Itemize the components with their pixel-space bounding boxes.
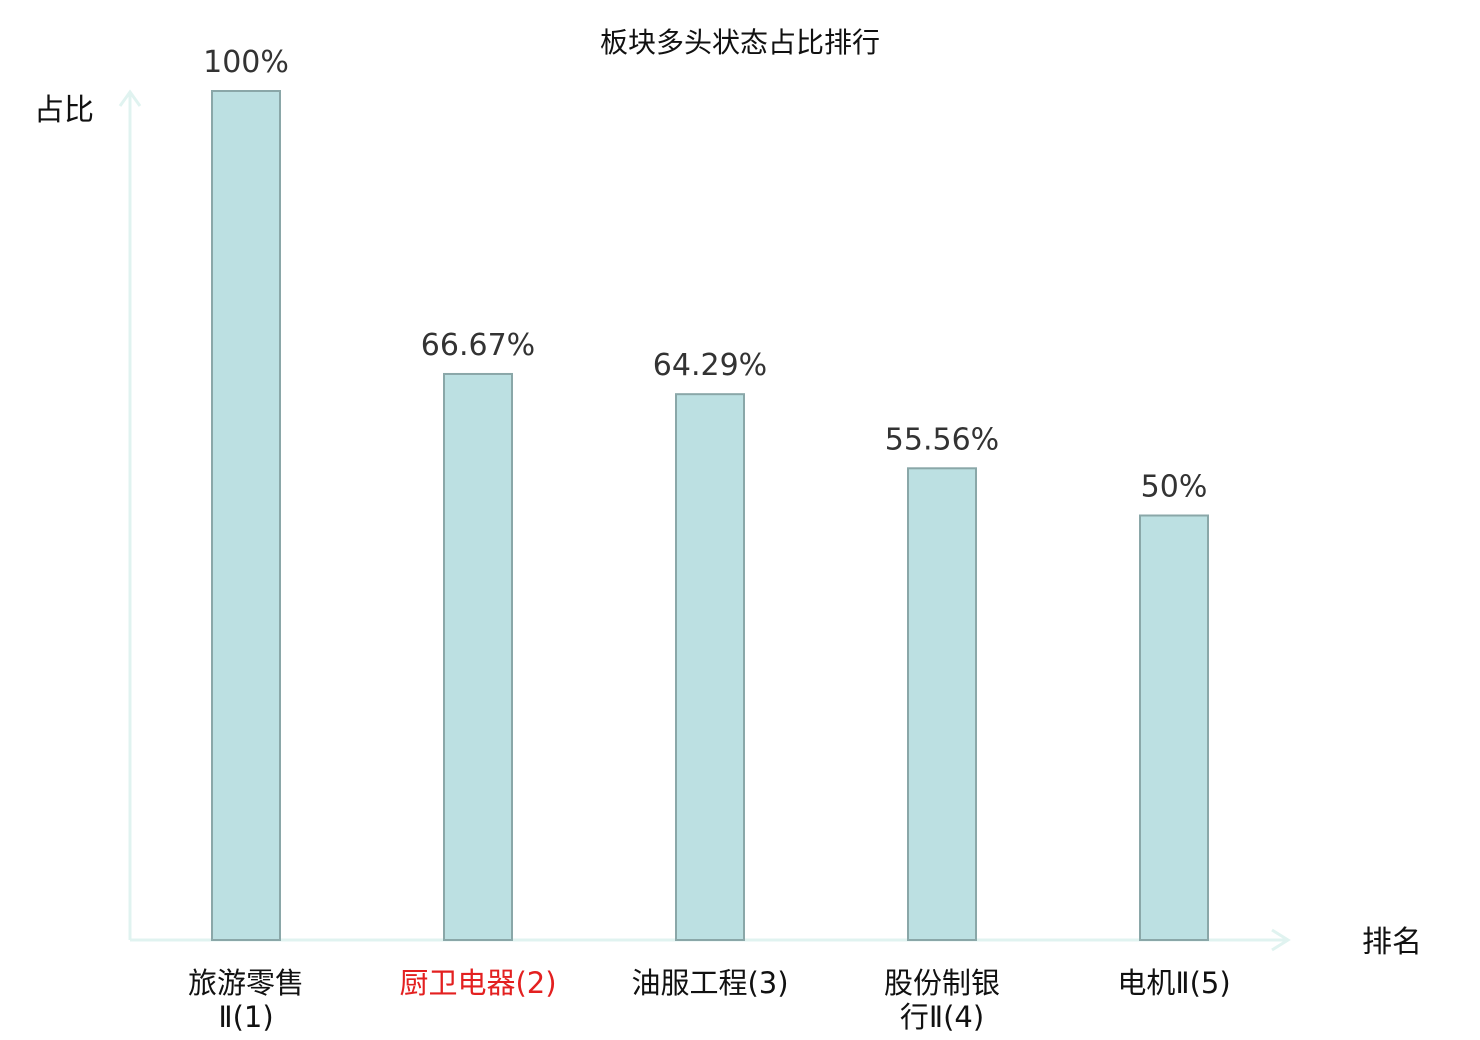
value-label-4: 55.56%	[885, 422, 999, 457]
bar-5	[1139, 514, 1209, 941]
y-axis-label: 占比	[34, 93, 94, 128]
bar-3	[675, 393, 745, 941]
category-labels-group: 旅游零售 Ⅱ(1) 厨卫电器(2) 油服工程(3) 股份制银行Ⅱ(4) 电机Ⅱ(5)	[188, 966, 1231, 1034]
x-axis-label: 排名	[1362, 925, 1422, 960]
bar-2	[443, 372, 513, 942]
bars-group	[211, 90, 1209, 942]
value-label-5: 50%	[1141, 470, 1208, 505]
category-label-4: 股份制银行Ⅱ(4)	[884, 966, 1000, 1034]
y-axis	[118, 89, 142, 940]
bar-4	[907, 467, 977, 941]
value-label-3: 64.29%	[653, 348, 767, 383]
category-label-3: 油服工程(3)	[631, 966, 788, 1000]
category-label-2: 厨卫电器(2)	[399, 966, 556, 1000]
category-label-1: 旅游零售 Ⅱ(1)	[188, 966, 304, 1034]
value-labels-group: 100% 66.67% 64.29% 55.56% 50%	[203, 45, 1207, 505]
bar-1	[211, 90, 281, 941]
category-label-5: 电机Ⅱ(5)	[1117, 966, 1230, 1000]
value-label-1: 100%	[203, 45, 289, 80]
chart-title: 板块多头状态占比排行	[600, 26, 880, 59]
value-label-2: 66.67%	[421, 328, 535, 363]
